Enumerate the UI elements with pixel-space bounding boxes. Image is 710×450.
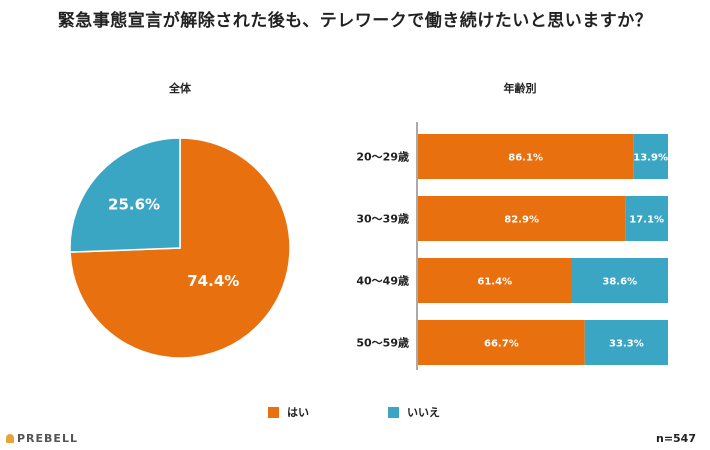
sample-size: n=547 — [655, 432, 696, 445]
bar-segment-no — [584, 320, 668, 365]
bar-chart-title: 年齢別 — [503, 82, 537, 95]
bar-value-label: 86.1% — [508, 153, 543, 164]
bell-icon — [6, 434, 14, 443]
bar-value-label: 82.9% — [504, 215, 539, 226]
pie-chart-title: 全体 — [169, 82, 191, 95]
legend-label-no: いいえ — [407, 406, 440, 419]
bar-segment-yes — [418, 258, 572, 303]
pie-chart: 74.4% 25.6% — [69, 137, 291, 359]
bar-segment-yes — [418, 320, 585, 365]
legend-label-yes: はい — [287, 406, 309, 419]
legend-item-yes: はい — [268, 404, 309, 420]
legend-swatch-no — [388, 406, 399, 418]
category-label: 20～29歳 — [356, 150, 409, 164]
bar-segment-no — [571, 258, 668, 303]
pie-label-yes: 74.4% — [187, 272, 239, 290]
category-label: 30～39歳 — [356, 212, 409, 226]
bar-value-label: 33.3% — [609, 339, 644, 350]
pie-label-no: 25.6% — [108, 196, 160, 214]
bar-chart: 20～29歳 86.1% 13.9% 30～39歳 82.9% 17.1% 40～49歳 61… — [356, 122, 668, 370]
brand-logo-text: PREBELL — [17, 432, 78, 445]
brand-logo: PREBELL — [6, 432, 78, 445]
bar-value-label: 38.6% — [602, 277, 637, 288]
chart-title: 緊急事態宣言が解除された後も、テレワークで働き続けたいと思いますか？ — [57, 11, 653, 31]
bar-segment-no — [625, 196, 668, 241]
category-label: 50～59歳 — [356, 336, 409, 350]
bar-segment-yes — [418, 196, 626, 241]
bar-segment-yes — [418, 134, 634, 179]
bar-value-label: 13.9% — [633, 153, 668, 164]
pie-slice-no — [69, 137, 181, 253]
bar-value-label: 17.1% — [629, 215, 664, 226]
bar-value-label: 66.7% — [484, 339, 519, 350]
bar-value-label: 61.4% — [477, 277, 512, 288]
category-label: 40～49歳 — [356, 274, 409, 288]
legend-swatch-yes — [268, 406, 279, 418]
bar-segment-no — [633, 134, 668, 179]
legend-item-no: いいえ — [388, 404, 440, 420]
